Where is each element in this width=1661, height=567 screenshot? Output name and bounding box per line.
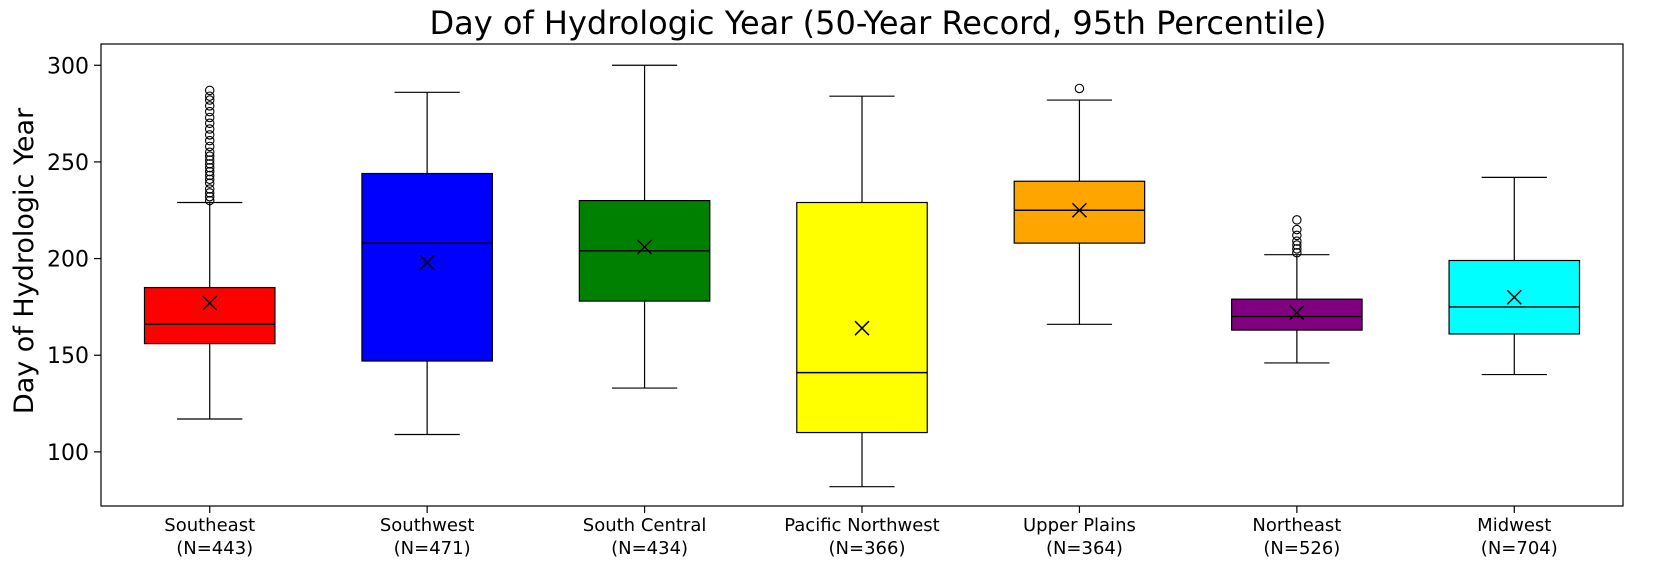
outlier-point	[204, 101, 215, 111]
outlier-point	[204, 170, 215, 181]
outlier-point	[204, 178, 215, 188]
x-tick-count-label: (N=526)	[1263, 538, 1340, 559]
outlier-point	[1074, 83, 1085, 94]
mean-marker	[1506, 289, 1522, 305]
outlier-point	[1292, 240, 1302, 250]
x-axis: Southeast(N=443) Southwest(N=471) South Ce…	[164, 506, 1558, 559]
x-tick-label: Upper Plains	[1023, 515, 1136, 536]
x-tick-count-label: (N=434)	[611, 538, 688, 559]
mean-marker	[637, 239, 653, 255]
iqr-box	[1013, 180, 1146, 244]
mean-marker	[202, 295, 218, 311]
outlier-point	[204, 135, 215, 146]
outlier-point	[204, 166, 215, 177]
outlier-point	[204, 112, 215, 123]
outlier-point	[204, 188, 215, 198]
outlier-point	[204, 162, 215, 173]
outlier-point	[1292, 224, 1302, 235]
outlier-point	[204, 130, 215, 140]
chart-title: Day of Hydrologic Year (50-Year Record, …	[430, 4, 1327, 42]
outlier-point	[204, 118, 215, 129]
y-axis-label: Day of Hydrologic Year	[9, 107, 40, 414]
y-axis: 100 150 200 250 300	[47, 54, 101, 466]
x-tick-label: Midwest	[1477, 515, 1551, 536]
outlier-point	[204, 191, 215, 202]
x-tick-count-label: (N=443)	[176, 538, 253, 559]
box-group-pacific-northwest	[796, 95, 928, 488]
y-tick-label: 250	[47, 151, 89, 176]
x-tick-label: Northeast	[1252, 515, 1341, 536]
x-tick-count-label: (N=471)	[394, 538, 471, 559]
x-tick-label: South Central	[583, 515, 707, 536]
y-tick-label: 100	[47, 441, 89, 466]
box-group-south-central	[578, 64, 711, 389]
mean-marker	[1071, 202, 1087, 218]
outlier-point	[204, 95, 215, 105]
x-tick-count-label: (N=366)	[829, 538, 906, 559]
outlier-point	[1292, 215, 1302, 225]
y-tick-label: 300	[47, 54, 89, 79]
x-tick-label: Southeast	[164, 515, 255, 536]
outlier-point	[204, 124, 215, 134]
outlier-point	[1292, 244, 1302, 254]
outlier-point	[204, 91, 215, 101]
outlier-point	[204, 195, 215, 206]
box-series	[143, 64, 1581, 488]
mean-marker	[854, 320, 870, 336]
iqr-box	[361, 172, 493, 362]
outlier-point	[204, 141, 215, 152]
outlier-point	[204, 184, 215, 194]
y-tick-label: 200	[47, 248, 89, 273]
outlier-point	[1292, 248, 1302, 258]
outlier-point	[204, 155, 215, 165]
y-tick-label: 150	[47, 344, 89, 369]
box-group-midwest	[1448, 176, 1581, 376]
mean-marker	[419, 254, 435, 270]
outlier-point	[204, 159, 215, 169]
x-tick-count-label: (N=364)	[1046, 538, 1123, 559]
box-group-southeast	[143, 85, 276, 420]
outlier-point	[204, 151, 215, 161]
x-tick-label: Southwest	[380, 515, 475, 536]
x-tick-count-label: (N=704)	[1481, 538, 1558, 559]
x-tick-label: Pacific Northwest	[784, 515, 940, 536]
iqr-box	[796, 201, 928, 434]
outlier-point	[1292, 230, 1302, 241]
iqr-box	[143, 286, 276, 345]
box-group-southwest	[361, 91, 493, 436]
outlier-point	[204, 85, 215, 96]
box-group-upper-plains	[1013, 83, 1146, 325]
outlier-point	[204, 174, 215, 185]
outlier-point	[1292, 236, 1302, 246]
mean-marker	[1289, 305, 1305, 321]
iqr-box	[1231, 298, 1363, 331]
outlier-point	[204, 147, 215, 158]
box-group-northeast	[1231, 215, 1363, 364]
outlier-point	[204, 106, 215, 117]
